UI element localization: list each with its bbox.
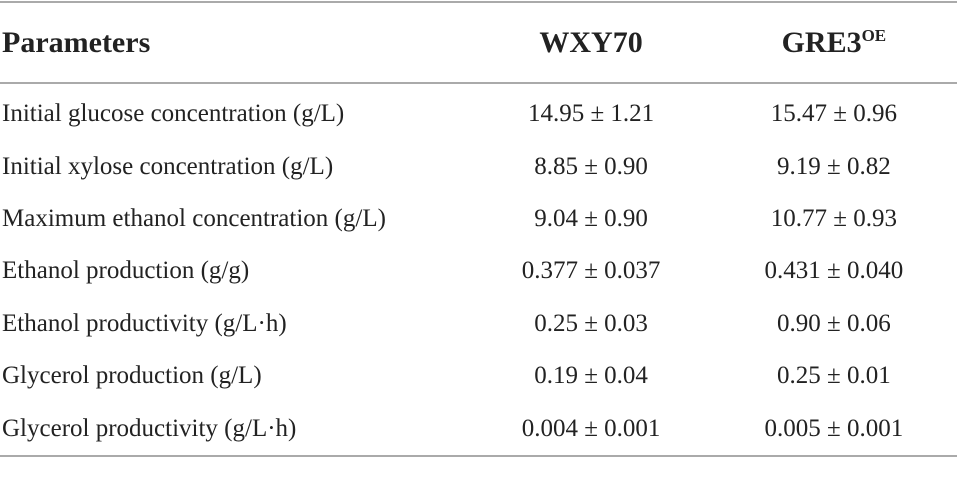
value-cell: 8.85 ± 0.90 bbox=[534, 152, 648, 180]
parameter-cell: Initial xylose concentration (g/L) bbox=[2, 152, 334, 180]
value-cell: 0.90 ± 0.06 bbox=[776, 309, 891, 337]
table-row: Ethanol production (g/g) 0.377 ± 0.037 0.4… bbox=[0, 245, 957, 297]
parameter-cell: Maximum ethanol concentration (g/L) bbox=[2, 204, 386, 232]
data-table: Parameters WXY70 GRE3OE Initial glucose co… bbox=[0, 1, 957, 457]
parameter-cell: Glycerol production (g/L) bbox=[2, 362, 262, 390]
table-row: Glycerol production (g/L) 0.19 ± 0.04 0.25… bbox=[0, 350, 957, 402]
value-cell: 9.19 ± 0.82 bbox=[776, 152, 891, 180]
value-cell: 0.431 ± 0.040 bbox=[764, 257, 904, 285]
value-cell: 0.25 ± 0.03 bbox=[534, 309, 648, 337]
value-cell: 14.95 ± 1.21 bbox=[527, 100, 655, 128]
header-text: GRE3 bbox=[781, 25, 862, 59]
header-row: Parameters WXY70 GRE3OE bbox=[0, 2, 957, 84]
value-cell: 0.19 ± 0.04 bbox=[534, 362, 648, 390]
value-cell: 0.377 ± 0.037 bbox=[521, 257, 661, 285]
table-row: Initial xylose concentration (g/L) 8.85 ±… bbox=[0, 140, 957, 192]
column-header: Parameters bbox=[0, 2, 472, 84]
table-row: Initial glucose concentration (g/L) 14.95… bbox=[0, 83, 957, 140]
parameter-cell: Ethanol production (g/g) bbox=[2, 257, 250, 285]
column-header: GRE3OE bbox=[710, 2, 957, 84]
value-cell: 9.04 ± 0.90 bbox=[534, 204, 648, 232]
value-cell: 0.25 ± 0.01 bbox=[776, 362, 891, 390]
value-cell: 0.004 ± 0.001 bbox=[521, 414, 661, 442]
table-row: Ethanol productivity (g/L·h) 0.25 ± 0.03 0… bbox=[0, 298, 957, 350]
parameter-cell: Ethanol productivity (g/L·h) bbox=[2, 309, 287, 337]
table-row: Maximum ethanol concentration (g/L) 9.04 … bbox=[0, 193, 957, 245]
column-header: WXY70 bbox=[471, 2, 711, 84]
header-superscript: OE bbox=[861, 25, 887, 45]
value-cell: 0.005 ± 0.001 bbox=[764, 414, 904, 442]
value-cell: 10.77 ± 0.93 bbox=[770, 204, 897, 232]
parameter-cell: Glycerol productivity (g/L·h) bbox=[2, 414, 297, 442]
value-cell: 15.47 ± 0.96 bbox=[770, 100, 897, 128]
table-row: Glycerol productivity (g/L·h) 0.004 ± 0.0… bbox=[0, 402, 957, 455]
table-body: Initial glucose concentration (g/L) 14.95… bbox=[0, 83, 957, 456]
parameter-cell: Initial glucose concentration (g/L) bbox=[2, 100, 345, 128]
